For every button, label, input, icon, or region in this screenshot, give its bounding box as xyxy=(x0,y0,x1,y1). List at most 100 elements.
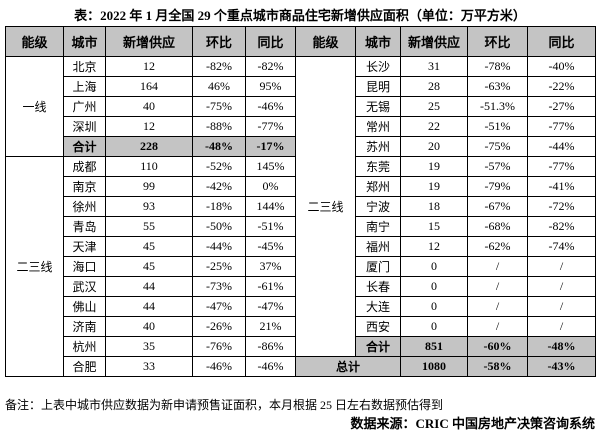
mom-cell: -79% xyxy=(467,176,528,197)
city-cell: 郑州 xyxy=(355,176,401,197)
supply-cell: 22 xyxy=(400,116,468,137)
yoy-cell: -77% xyxy=(245,116,296,137)
grand-total-label-cell: 总计 xyxy=(295,356,401,377)
table-row: 南京 99 -42% 0% 郑州 19 -79% -41% xyxy=(6,176,596,197)
mom-cell: -62% xyxy=(467,236,528,257)
col-header-supply-right: 新增供应 xyxy=(400,26,468,57)
city-cell: 广州 xyxy=(63,96,106,117)
city-cell: 青岛 xyxy=(63,216,106,237)
mom-cell: -25% xyxy=(192,256,246,277)
mom-cell: -75% xyxy=(467,136,528,157)
data-source: 数据来源：CRIC 中国房地产决策咨询系统 xyxy=(350,416,595,431)
city-cell: 西安 xyxy=(355,316,401,337)
subtotal-label-cell: 合计 xyxy=(355,336,401,357)
city-cell: 海口 xyxy=(63,256,106,277)
col-header-yoy-left: 同比 xyxy=(245,26,296,57)
mom-cell: -51.3% xyxy=(467,96,528,117)
yoy-cell: -45% xyxy=(245,236,296,257)
mom-cell: -76% xyxy=(192,336,246,357)
mom-cell: -58% xyxy=(467,356,528,377)
supply-cell: 110 xyxy=(105,156,193,177)
yoy-cell: / xyxy=(527,296,596,317)
header-row: 能级 城市 新增供应 环比 同比 能级 城市 新增供应 环比 同比 xyxy=(5,26,596,57)
mom-cell: / xyxy=(467,256,528,277)
col-header-tier-right: 能级 xyxy=(295,26,356,57)
mom-cell: -68% xyxy=(467,216,528,237)
supply-cell: 40 xyxy=(105,316,193,337)
mom-cell: -82% xyxy=(192,56,246,77)
supply-cell: 99 xyxy=(105,176,193,197)
mom-cell: -44% xyxy=(192,236,246,257)
mom-cell: -50% xyxy=(192,216,246,237)
city-cell: 东莞 xyxy=(355,156,401,177)
yoy-cell: -82% xyxy=(245,56,296,77)
yoy-cell: -77% xyxy=(527,156,596,177)
yoy-cell: -51% xyxy=(245,216,296,237)
supply-cell: 19 xyxy=(400,176,468,197)
table-row-subtotal-tier1: 合计 228 -48% -17% 苏州 20 -75% -44% xyxy=(6,136,596,157)
supply-cell: 0 xyxy=(400,256,468,277)
supply-cell: 0 xyxy=(400,296,468,317)
city-cell: 徐州 xyxy=(63,196,106,217)
tier-cell-tier2-left: 二三线 xyxy=(5,156,64,377)
yoy-cell: -72% xyxy=(527,196,596,217)
mom-cell: / xyxy=(467,276,528,297)
mom-cell: -75% xyxy=(192,96,246,117)
supply-cell: 1080 xyxy=(400,356,468,377)
yoy-cell: / xyxy=(527,276,596,297)
mom-cell: -52% xyxy=(192,156,246,177)
mom-cell: -67% xyxy=(467,196,528,217)
supply-cell: 228 xyxy=(105,136,193,157)
tier-cell-tier1-left: 一线 xyxy=(5,56,64,157)
mom-cell: / xyxy=(467,316,528,337)
city-cell: 南京 xyxy=(63,176,106,197)
yoy-cell: -40% xyxy=(527,56,596,77)
yoy-cell: -74% xyxy=(527,236,596,257)
supply-cell: 45 xyxy=(105,256,193,277)
city-cell: 合肥 xyxy=(63,356,106,377)
col-header-supply-left: 新增供应 xyxy=(105,26,193,57)
table-row: 深圳 12 -88% -77% 常州 22 -51% -77% xyxy=(6,116,596,137)
yoy-cell: / xyxy=(527,256,596,277)
city-cell: 武汉 xyxy=(63,276,106,297)
city-cell: 无锡 xyxy=(355,96,401,117)
supply-cell: 20 xyxy=(400,136,468,157)
city-cell: 杭州 xyxy=(63,336,106,357)
supply-cell: 12 xyxy=(400,236,468,257)
yoy-cell: 37% xyxy=(245,256,296,277)
yoy-cell: 145% xyxy=(245,156,296,177)
yoy-cell: -43% xyxy=(527,356,596,377)
city-cell: 昆明 xyxy=(355,76,401,97)
mom-cell: -60% xyxy=(467,336,528,357)
mom-cell: -26% xyxy=(192,316,246,337)
city-cell: 佛山 xyxy=(63,296,106,317)
city-cell: 深圳 xyxy=(63,116,106,137)
yoy-cell: -27% xyxy=(527,96,596,117)
supply-cell: 164 xyxy=(105,76,193,97)
yoy-cell: 21% xyxy=(245,316,296,337)
supply-cell: 44 xyxy=(105,296,193,317)
footnote-remark: 备注：上表中城市供应数据为新申请预售证面积，本月根据 25 日左右数据预估得到 xyxy=(5,398,444,412)
table-row: 二三线 成都 110 -52% 145% 东莞 19 -57% -77% xyxy=(5,156,596,377)
city-cell: 北京 xyxy=(63,56,106,77)
supply-cell: 33 xyxy=(105,356,193,377)
yoy-cell: -47% xyxy=(245,296,296,317)
yoy-cell: -46% xyxy=(245,356,296,377)
yoy-cell: -48% xyxy=(527,336,596,357)
tier-cell-right: 二三线 xyxy=(295,56,356,357)
yoy-cell: -82% xyxy=(527,216,596,237)
city-cell: 长沙 xyxy=(355,56,401,77)
mom-cell: -57% xyxy=(467,156,528,177)
supply-cell: 19 xyxy=(400,156,468,177)
supply-cell: 44 xyxy=(105,276,193,297)
supply-cell: 12 xyxy=(105,56,193,77)
col-header-yoy-right: 同比 xyxy=(527,26,596,57)
yoy-cell: 144% xyxy=(245,196,296,217)
table-row: 上海 164 46% 95% 昆明 28 -63% -22% xyxy=(6,76,596,97)
table-row: 广州 40 -75% -46% 无锡 25 -51.3% -27% xyxy=(6,96,596,117)
mom-cell: -18% xyxy=(192,196,246,217)
supply-cell: 25 xyxy=(400,96,468,117)
mom-cell: -42% xyxy=(192,176,246,197)
supply-cell: 40 xyxy=(105,96,193,117)
supply-cell: 18 xyxy=(400,196,468,217)
